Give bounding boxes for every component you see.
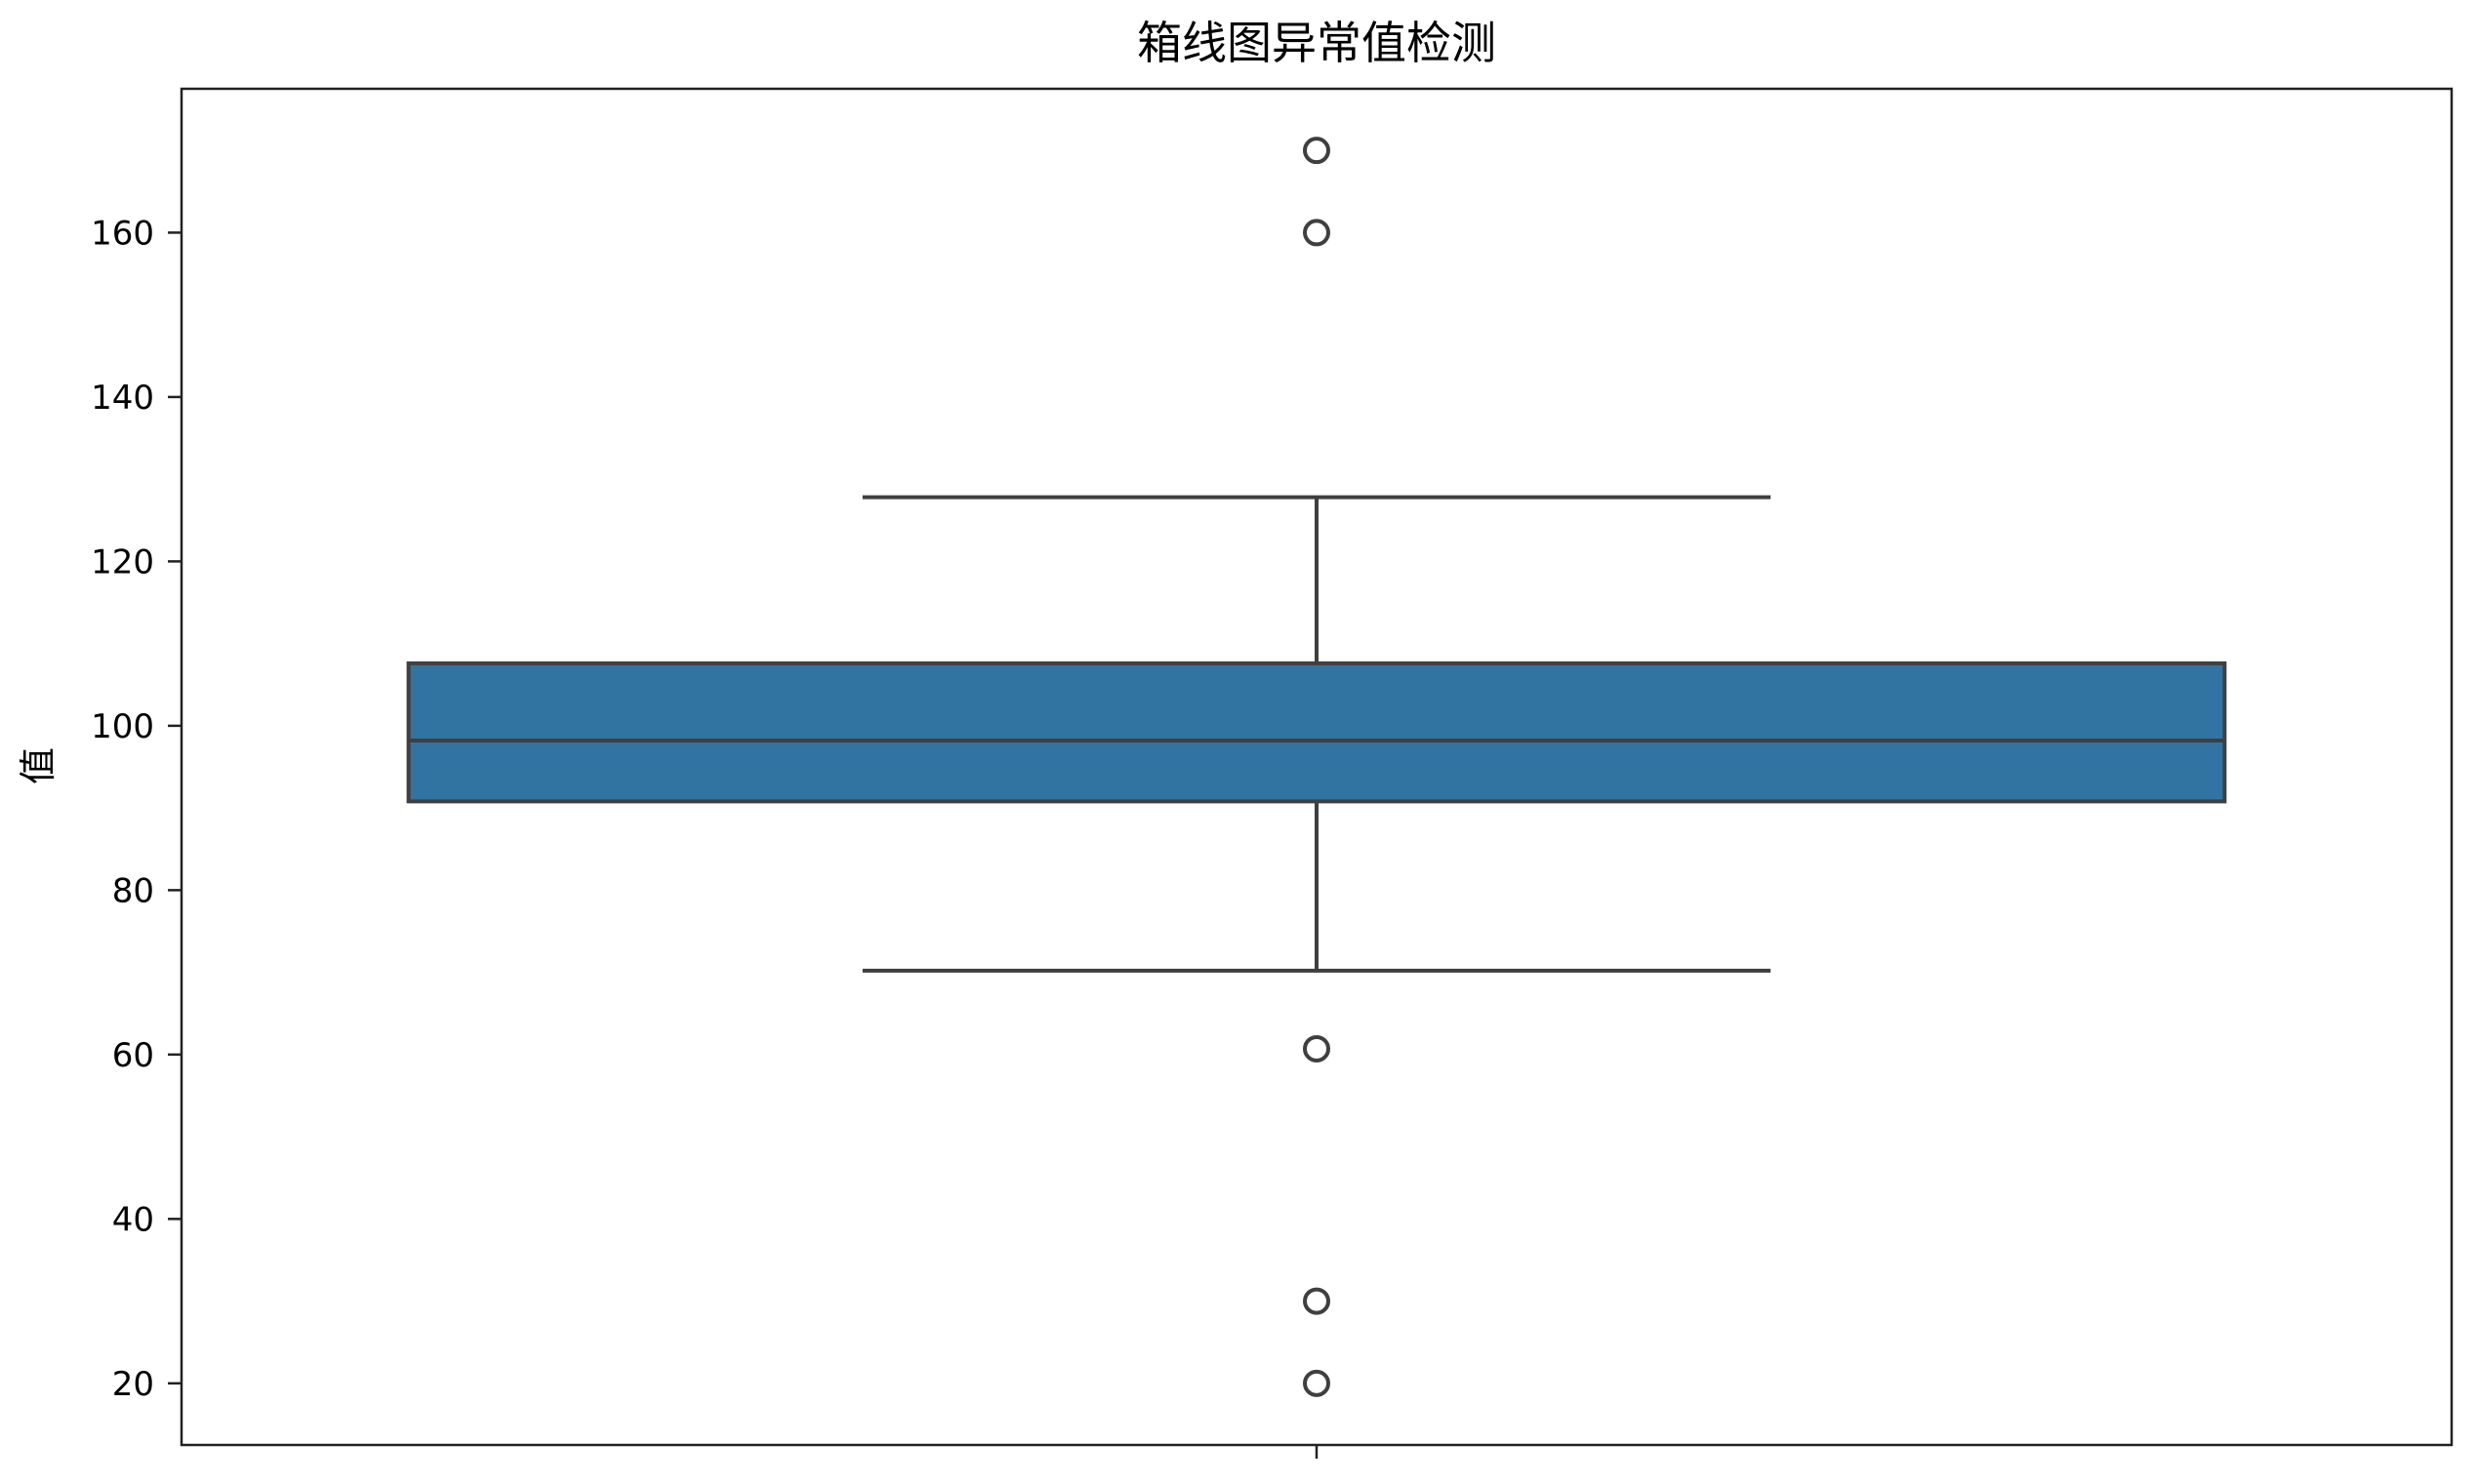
y-tick-label: 40 bbox=[112, 1200, 154, 1239]
outlier-point bbox=[1303, 1034, 1330, 1063]
y-tick-label: 20 bbox=[112, 1365, 154, 1404]
y-tick-label: 100 bbox=[91, 707, 154, 746]
outlier-point bbox=[1303, 137, 1330, 165]
outlier-point bbox=[1303, 1369, 1330, 1397]
y-axis-ticks: 20 40 60 80 100 120 140 160 bbox=[91, 214, 182, 1404]
y-axis-label: 值 bbox=[17, 747, 60, 784]
y-tick-label: 120 bbox=[91, 542, 154, 582]
outlier-point bbox=[1303, 219, 1330, 247]
chart-title: 箱线图异常值检测 bbox=[1137, 17, 1496, 69]
outlier-layer bbox=[1303, 137, 1330, 1397]
y-tick-label: 80 bbox=[112, 871, 154, 910]
y-tick-label: 60 bbox=[112, 1036, 154, 1075]
box-layer bbox=[406, 495, 2227, 973]
box-body bbox=[406, 661, 2227, 804]
y-tick-label: 160 bbox=[91, 214, 154, 253]
outlier-point bbox=[1303, 1287, 1330, 1315]
y-tick-label: 140 bbox=[91, 379, 154, 418]
